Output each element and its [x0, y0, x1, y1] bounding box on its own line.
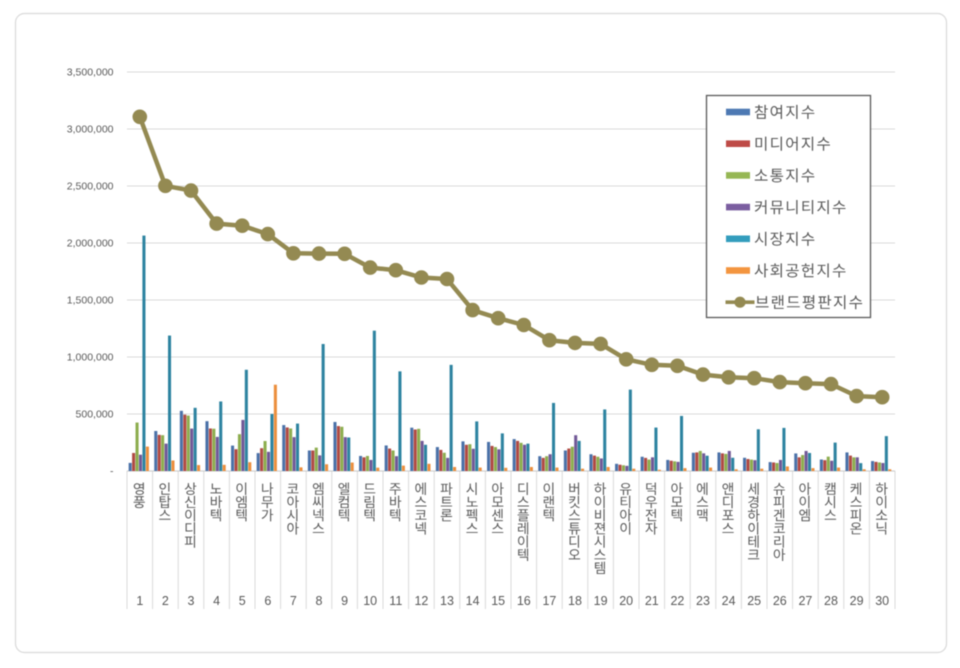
svg-text:28: 28: [824, 594, 838, 608]
svg-text:12: 12: [414, 594, 428, 608]
svg-text:15: 15: [491, 594, 505, 608]
svg-text:1,000,000: 1,000,000: [67, 352, 114, 364]
svg-text:23: 23: [696, 594, 710, 608]
svg-text:19: 19: [594, 594, 608, 608]
svg-text:21: 21: [645, 594, 659, 608]
svg-text:8: 8: [316, 594, 323, 608]
svg-text:26: 26: [773, 594, 787, 608]
svg-text:3,500,000: 3,500,000: [67, 67, 114, 79]
svg-text:6: 6: [264, 594, 271, 608]
svg-text:3,000,000: 3,000,000: [67, 124, 114, 136]
svg-text:3: 3: [188, 594, 195, 608]
svg-text:13: 13: [440, 594, 454, 608]
svg-text:1,500,000: 1,500,000: [67, 295, 114, 307]
svg-text:16: 16: [517, 594, 531, 608]
svg-text:20: 20: [619, 594, 633, 608]
svg-text:11: 11: [389, 594, 402, 608]
svg-text:24: 24: [722, 594, 736, 608]
svg-text:10: 10: [363, 594, 377, 608]
svg-text:500,000: 500,000: [76, 409, 114, 421]
svg-text:2: 2: [162, 594, 169, 608]
svg-text:1: 1: [136, 594, 143, 608]
svg-text:14: 14: [466, 594, 480, 608]
svg-text:5: 5: [239, 594, 246, 608]
svg-text:2,500,000: 2,500,000: [67, 181, 114, 193]
svg-text:2,000,000: 2,000,000: [67, 238, 114, 250]
svg-text:4: 4: [213, 594, 220, 608]
svg-text:29: 29: [850, 594, 864, 608]
svg-text:22: 22: [670, 594, 684, 608]
svg-text:27: 27: [798, 594, 812, 608]
svg-text:30: 30: [875, 594, 889, 608]
svg-text:17: 17: [542, 594, 556, 608]
svg-text:18: 18: [568, 594, 582, 608]
svg-text:9: 9: [341, 594, 348, 608]
svg-text:7: 7: [290, 594, 297, 608]
svg-text:25: 25: [747, 594, 761, 608]
svg-text:-: -: [110, 466, 114, 478]
